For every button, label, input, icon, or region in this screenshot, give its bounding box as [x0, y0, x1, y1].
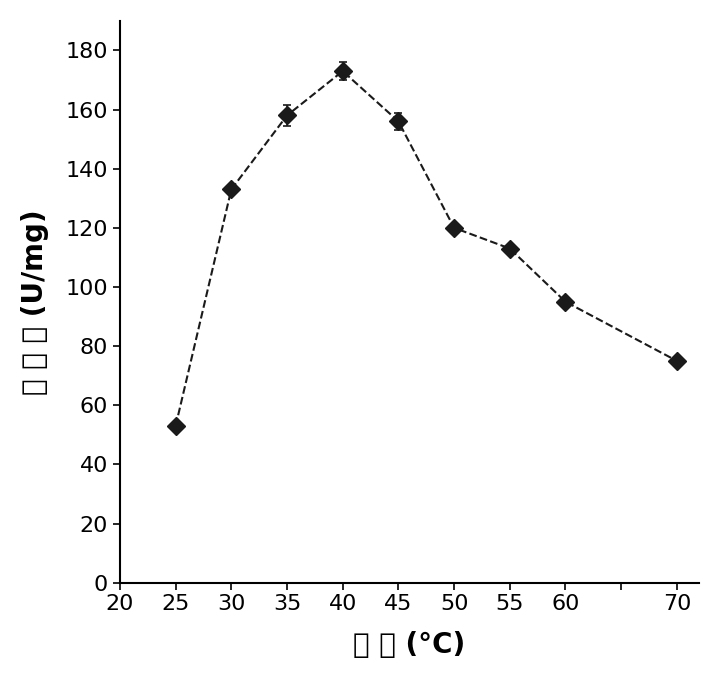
X-axis label: 温 度 (°C): 温 度 (°C)	[354, 631, 466, 659]
Y-axis label: 比 酶 活 (U/mg): 比 酶 活 (U/mg)	[21, 209, 49, 394]
